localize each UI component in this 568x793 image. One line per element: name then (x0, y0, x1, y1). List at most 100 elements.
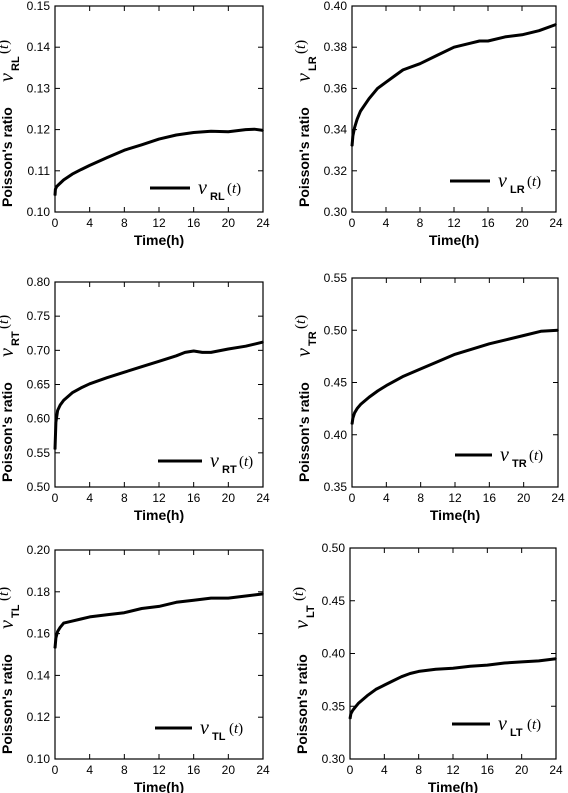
data-point (392, 680, 394, 682)
subplot-4: 0 4 8 12 16 20 24 0.35 0.40 0.45 0.50 0.55 Time(h) Po… (293, 271, 565, 523)
y-tick-label: 0.35 (322, 699, 346, 713)
x-tick-label: 16 (481, 763, 495, 777)
data-point (88, 164, 91, 167)
legend-symbol: ν (198, 177, 207, 199)
legend: ν RT (t) (158, 450, 253, 476)
data-point (54, 194, 56, 197)
y-tick-label: 0.11 (28, 164, 51, 178)
legend-arg: (t) (527, 174, 541, 190)
data-point (210, 351, 212, 354)
data-point (175, 355, 178, 357)
plot-frame (349, 547, 557, 760)
data-point (62, 179, 65, 181)
data-point (504, 36, 506, 38)
y-tick-label: 0.12 (27, 123, 51, 137)
x-tick-label: 4 (381, 763, 388, 777)
legend-subscript: RL (210, 191, 225, 203)
data-point (471, 348, 474, 350)
data-point (175, 601, 178, 604)
x-tick-label: 20 (222, 763, 236, 777)
x-tick-label: 16 (187, 491, 201, 505)
data-point (80, 168, 82, 171)
data-point (55, 185, 58, 188)
y-tick-label: 0.45 (322, 594, 346, 608)
data-point (351, 423, 353, 426)
x-tick-label: 24 (551, 491, 565, 505)
data-point (488, 343, 491, 345)
y-tick-label: 0.35 (324, 480, 348, 494)
data-point (59, 626, 61, 629)
data-point (505, 338, 508, 341)
legend-subscript: TR (512, 458, 527, 470)
data-point (80, 387, 82, 389)
y-tick-label: 0.14 (27, 668, 51, 682)
data-point (55, 421, 57, 423)
x-tick-label: 24 (256, 216, 270, 230)
data-point (470, 42, 472, 44)
x-tick-label: 12 (152, 763, 166, 777)
x-tick-label: 12 (447, 216, 461, 230)
y-axis-symbol-arg: (t) (0, 315, 12, 329)
data-point (356, 407, 358, 410)
y-tick-label: 0.30 (324, 205, 348, 219)
y-axis-title: Poisson's ratio (296, 107, 312, 207)
data-point (478, 40, 481, 42)
data-point (409, 672, 411, 675)
data-point (540, 330, 542, 333)
legend-symbol: ν (210, 450, 219, 472)
x-tick-label: 8 (121, 491, 128, 505)
x-tick-label: 0 (52, 216, 59, 230)
x-tick-label: 8 (121, 216, 128, 230)
data-point (393, 75, 396, 77)
y-tick-label: 0.55 (27, 446, 51, 460)
legend-symbol: ν (498, 713, 507, 735)
y-tick-label: 0.36 (324, 81, 348, 95)
data-point (262, 129, 264, 132)
data-point (54, 647, 56, 649)
data-point (368, 97, 370, 100)
y-tick-label: 0.50 (324, 323, 348, 337)
data-point (244, 345, 247, 348)
legend: ν LT (t) (452, 713, 541, 739)
legend: ν TR (t) (455, 444, 543, 470)
legend-arg: (t) (229, 721, 243, 737)
data-point (56, 409, 59, 412)
y-axis-symbol-subscript: LT (305, 605, 317, 618)
data-point (123, 611, 126, 614)
y-tick-label: 0.40 (324, 428, 348, 442)
x-tick-label: 24 (256, 491, 270, 505)
data-point (522, 334, 525, 337)
y-tick-label: 0.65 (27, 378, 51, 392)
data-point (262, 593, 264, 595)
data-point (71, 173, 74, 175)
x-tick-label: 0 (347, 763, 354, 777)
data-point (227, 348, 230, 350)
y-tick-label: 0.16 (27, 627, 51, 641)
y-tick-label: 0.14 (27, 40, 51, 54)
data-point (419, 368, 422, 370)
y-axis-symbol: ν (0, 620, 18, 629)
data-point (503, 662, 506, 664)
data-point (184, 351, 186, 354)
data-point (359, 110, 362, 112)
x-tick-label: 20 (222, 216, 236, 230)
y-axis-label: Poisson's ratio ν RT (t) (0, 315, 22, 482)
x-tick-label: 16 (483, 491, 497, 505)
data-point (88, 383, 91, 385)
data-point (437, 360, 439, 363)
data-point (351, 709, 354, 712)
data-point (402, 375, 405, 378)
y-tick-label: 0.40 (322, 647, 346, 661)
data-point (352, 135, 354, 137)
x-axis-label: Time(h) (429, 232, 479, 248)
data-point (140, 365, 143, 368)
y-tick-label: 0.18 (27, 585, 51, 599)
y-axis-symbol: ν (293, 348, 315, 357)
data-point (555, 658, 557, 660)
y-axis-title: Poisson's ratio (0, 654, 15, 754)
y-tick-label: 0.50 (27, 480, 51, 494)
subplot-5: 0 4 8 12 16 20 24 0.10 0.12 0.14 0.16 0.18 0.20 Time(… (0, 543, 270, 793)
x-tick-label: 0 (52, 763, 59, 777)
y-axis-symbol: ν (0, 348, 18, 357)
